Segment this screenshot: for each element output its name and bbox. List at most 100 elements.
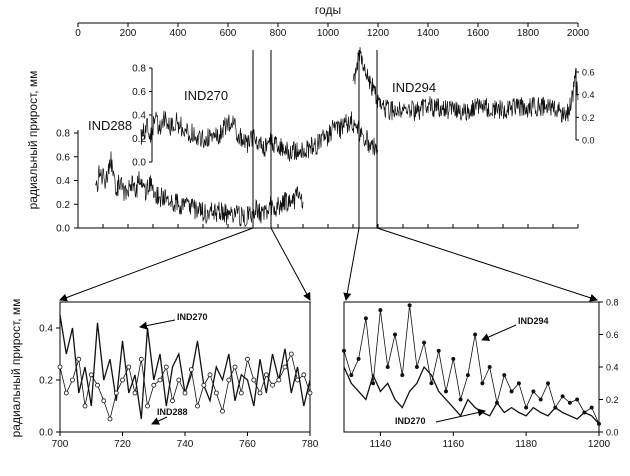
ind294-y-tick-label: 0.6 [582,68,595,78]
zoom-right-point-ind294 [341,348,347,353]
zoom-left-point-ind288 [126,364,132,370]
zoom-right-x-tick-label: 1200 [588,439,611,450]
zoom-left-line-ind270 [59,314,311,420]
zoom-right-point-ind294 [531,389,536,394]
label-ind270-zoom-right: IND270 [395,416,426,426]
zoom-left-series [57,314,313,422]
x-axis-title: годы [315,3,341,17]
zoom-left-point-ind288 [301,372,307,378]
zoom-right-point-ind294 [567,400,572,405]
zoom-left-point-ind288 [63,390,69,396]
zoom-left-point-ind288 [107,416,113,422]
main-y-tick-label: 0.2 [56,200,70,211]
main-y-tick-label: 0.6 [56,152,70,163]
zoom-right-point-ind294 [458,397,463,402]
top-x-tick-label: 400 [170,28,187,39]
zoom-right-point-ind294 [422,340,427,345]
zoom-left-point-ind288 [288,351,294,357]
zoom-right-series [341,303,602,426]
zoom-right-point-ind294 [443,389,449,394]
zoom-right-line-ind270 [343,365,600,425]
zoom-right-point-ind294 [589,405,594,410]
zoom-left-point-ind288 [88,372,94,378]
ind294-y-tick-label: 0.4 [582,90,595,100]
zoom-left-x-tick-label: 760 [239,439,256,450]
top-x-tick-label: 2000 [567,28,590,39]
zoom-left-point-ind288 [238,390,244,396]
label-ind288-zoom-left: IND288 [157,407,188,417]
zoom-right-point-ind294 [451,356,456,361]
zoom-left-point-ind288 [188,367,194,373]
ind270-y-ticks: 0.0 0.2 0.4 0.6 0.8 [132,64,152,169]
zoom-left-point-ind288 [145,403,150,409]
zoom-left-point-ind288 [101,398,107,404]
zoom-chart-left: 700 720 740 760 780 0.0 0.2 0.4 радиальный при… [9,299,319,450]
zoom-right-point-ind294 [356,356,361,361]
label-ind270-top: IND270 [184,88,228,103]
ind270-y-tick-label: 0.4 [132,111,146,122]
zoom-left-point-ind288 [232,364,238,370]
zoom-right-point-ind294 [392,332,398,337]
pointer-ind288-zoom-left [151,416,168,425]
zoom-left-point-ind288 [295,377,300,383]
zoom-right-point-ind294 [509,389,514,394]
zoom-left-point-ind288 [76,356,82,362]
zoom-left-point-ind288 [120,377,125,383]
zoom-right-point-ind294 [429,381,434,386]
zoom-right-point-ind294 [560,394,565,399]
zoom-right-point-ind294 [436,348,441,353]
zoom-right-point-ind294 [473,332,478,337]
ind270-y-tick-label: 0.6 [132,87,146,98]
zoom-right-x-tick-label: 1180 [515,439,537,450]
zoom-left-x-tick-label: 720 [114,439,131,450]
zoom-left-x-tick-label: 700 [52,439,69,450]
main-series [95,47,579,227]
series-line-ind270 [140,110,379,162]
top-x-tick-label: 200 [120,28,137,39]
arrow-left-zoom-start [59,227,254,302]
zoom-left-y-axis-title: радиальный прирост, мм [9,299,23,438]
zoom-right-y-tick-label: 0.0 [606,428,619,438]
zoom-left-y-tick-label: 0.4 [39,324,53,335]
main-y-tick-label: 0.0 [56,224,70,235]
label-ind270-zoom-left: IND270 [177,312,208,322]
zoom-left-point-ind288 [257,390,263,396]
series-line-ind294 [352,47,579,123]
top-x-tick-label: 1800 [517,28,540,39]
zoom-right-point-ind294 [480,381,485,386]
ind294-y-tick-label: 0.2 [582,113,595,123]
zoom-left-point-ind288 [270,382,275,388]
zoom-right-point-ind294 [516,381,521,386]
zoom-left-point-ind288 [113,390,119,396]
zoom-right-point-ind294 [545,381,551,386]
zoom-left-x-tick-label: 740 [177,439,194,450]
zoom-right-point-ind294 [400,373,405,378]
zoom-right-x-ticks: 1140 1160 1180 1200 [370,432,611,450]
zoom-right-x-tick-label: 1160 [443,439,465,450]
zoom-left-point-ind288 [263,372,269,378]
zoom-right-point-ind294 [524,405,529,410]
zoom-right-point-ind294 [378,308,383,313]
zoom-right-point-ind294 [385,364,390,370]
main-y-tick-label: 0.8 [56,129,70,140]
zoom-left-point-ind288 [95,382,100,388]
zoom-left-point-ind288 [70,377,75,383]
zoom-right-y-tick-label: 0.4 [606,363,619,373]
top-x-tick-label: 1400 [417,28,440,39]
zoom-left-point-ind288 [151,382,157,388]
zoom-right-point-ind294 [538,397,543,402]
zoom-right-point-ind294 [407,303,412,308]
zoom-right-line-ind294 [343,305,600,425]
top-x-tick-label: 1600 [467,28,490,39]
pointer-ind270-zoom-left [139,319,176,330]
main-y-ticks: 0.0 0.2 0.4 0.6 0.8 [56,129,78,235]
zoom-right-point-ind294 [575,397,580,402]
zoom-left-point-ind288 [195,403,200,409]
zoom-left-point-ind288 [207,372,213,378]
zoom-left-point-ind288 [251,377,257,383]
pointer-ind270-zoom-right [435,408,486,423]
zoom-left-point-ind288 [57,364,63,370]
zoom-left-point-ind288 [245,356,250,362]
zoom-left-point-ind288 [176,377,182,383]
